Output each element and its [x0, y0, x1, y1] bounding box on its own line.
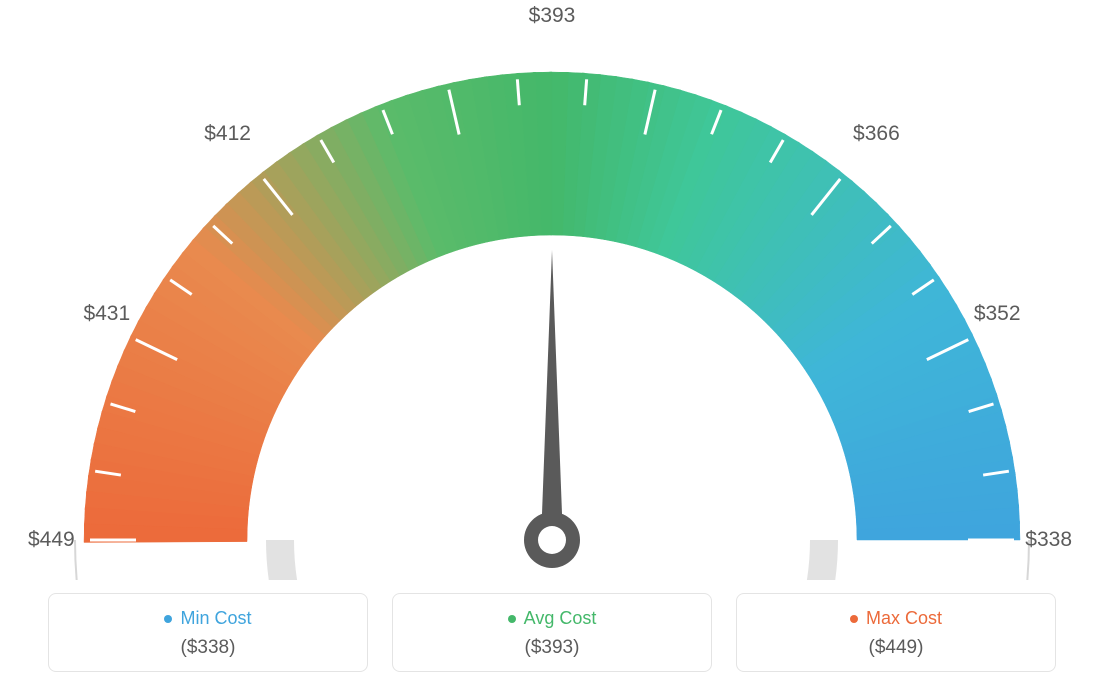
- gauge-label: $449: [28, 528, 75, 552]
- legend-title-max-text: Max Cost: [866, 608, 942, 629]
- legend-title-avg: Avg Cost: [508, 608, 597, 629]
- gauge-label: $352: [974, 302, 1021, 326]
- legend-title-min-text: Min Cost: [180, 608, 251, 629]
- legend-title-min: Min Cost: [164, 608, 251, 629]
- gauge-label: $338: [1025, 528, 1072, 552]
- legend-row: Min Cost ($338) Avg Cost ($393) Max Cost…: [0, 593, 1104, 672]
- legend-value-max: ($449): [747, 637, 1045, 659]
- legend-title-avg-text: Avg Cost: [524, 608, 597, 629]
- legend-card-avg: Avg Cost ($393): [392, 593, 712, 672]
- gauge-label: $412: [204, 122, 251, 146]
- gauge-svg: [0, 20, 1104, 580]
- gauge-label: $431: [83, 302, 130, 326]
- legend-title-max: Max Cost: [850, 608, 942, 629]
- legend-card-max: Max Cost ($449): [736, 593, 1056, 672]
- legend-card-min: Min Cost ($338): [48, 593, 368, 672]
- legend-dot-max: [850, 615, 858, 623]
- legend-dot-min: [164, 615, 172, 623]
- gauge-label: $366: [853, 122, 900, 146]
- gauge-label: $393: [529, 4, 576, 28]
- gauge-chart: $338$352$366$393$412$431$449: [0, 20, 1104, 580]
- legend-dot-avg: [508, 615, 516, 623]
- legend-value-min: ($338): [59, 637, 357, 659]
- legend-value-avg: ($393): [403, 637, 701, 659]
